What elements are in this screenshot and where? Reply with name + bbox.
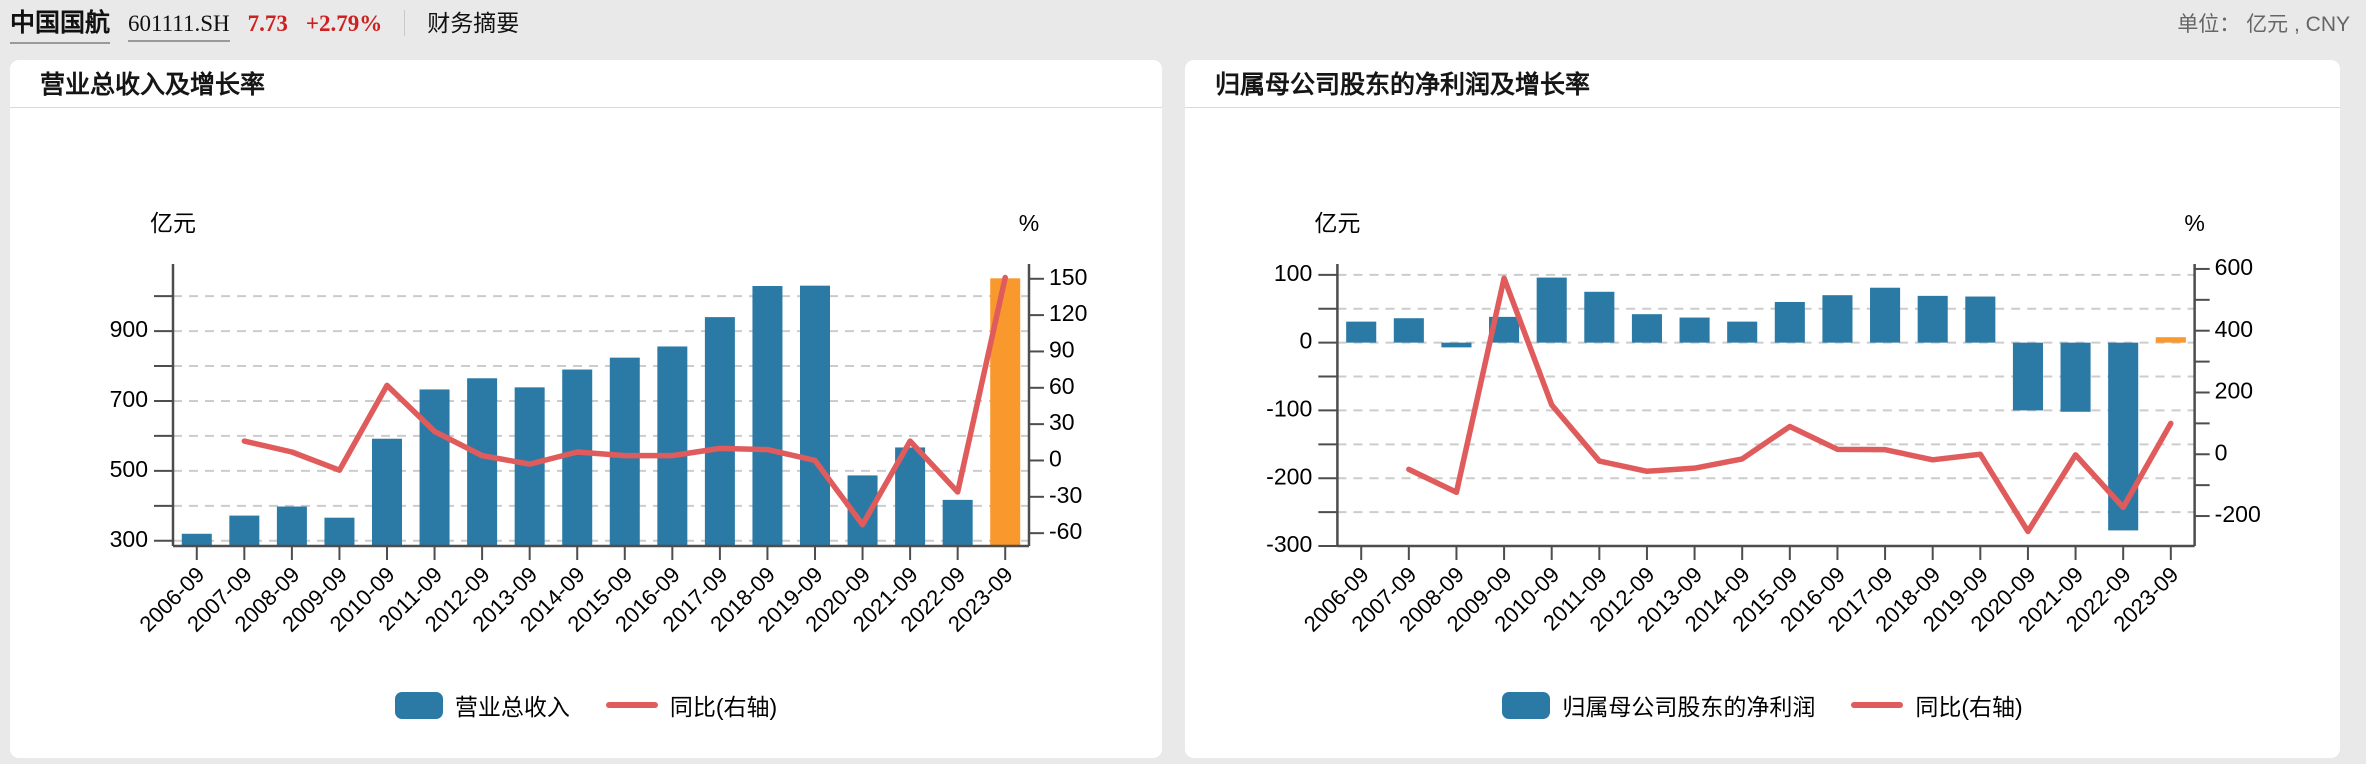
line-legend-swatch [1851, 702, 1904, 708]
svg-text:-200: -200 [1266, 463, 1312, 489]
svg-text:600: 600 [2215, 254, 2253, 280]
svg-text:400: 400 [2215, 316, 2253, 342]
revenue-chart-title: 营业总收入及增长率 [10, 60, 1162, 108]
svg-text:60: 60 [1049, 373, 1075, 399]
revenue-chart-panel: 营业总收入及增长率 900 700 500 300 150 120 90 60 30 0 -30 -6… [10, 60, 1162, 758]
svg-text:%: % [1019, 210, 1039, 236]
svg-text:-30: -30 [1049, 482, 1082, 508]
svg-text:100: 100 [1274, 260, 1312, 286]
svg-text:0: 0 [1300, 328, 1313, 354]
svg-text:30: 30 [1049, 409, 1075, 435]
revenue-chart-legend: 营业总收入 同比(右轴) [10, 688, 1162, 722]
legend-item-yoy[interactable]: 同比(右轴) [1851, 688, 2023, 722]
legend-label: 营业总收入 [454, 694, 570, 720]
legend-label: 同比(右轴) [1915, 694, 2023, 720]
svg-text:%: % [2184, 210, 2204, 236]
bar-legend-swatch [1502, 691, 1551, 719]
svg-text:900: 900 [110, 316, 148, 342]
page-header: 中国国航 601111.SH 7.73 +2.79% 财务摘要 单位： 亿元 ,… [0, 0, 2366, 46]
header-divider [404, 10, 406, 36]
stock-code-link[interactable]: 601111.SH [128, 11, 230, 42]
net-profit-chart-legend: 归属母公司股东的净利润 同比(右轴) [1185, 688, 2340, 722]
svg-text:500: 500 [110, 456, 148, 482]
line-legend-swatch [605, 702, 658, 708]
svg-text:-60: -60 [1049, 518, 1082, 544]
bar-legend-swatch [394, 691, 443, 719]
svg-text:0: 0 [2215, 439, 2228, 465]
legend-label: 同比(右轴) [669, 694, 778, 720]
svg-text:亿元: 亿元 [150, 210, 196, 236]
svg-text:700: 700 [110, 386, 148, 412]
page-section-label: 财务摘要 [427, 9, 520, 36]
unit-label: 单位： 亿元 , CNY [2177, 13, 2350, 36]
svg-text:120: 120 [1049, 300, 1087, 326]
svg-text:0: 0 [1049, 446, 1062, 472]
legend-item-net-profit[interactable]: 归属母公司股东的净利润 [1502, 688, 1815, 722]
legend-item-revenue[interactable]: 营业总收入 [394, 688, 570, 722]
svg-text:200: 200 [2215, 378, 2253, 404]
svg-text:-100: -100 [1266, 396, 1312, 422]
svg-text:-200: -200 [2215, 501, 2261, 527]
stock-change-percent: +2.79% [305, 10, 383, 36]
svg-text:亿元: 亿元 [1314, 210, 1360, 236]
svg-text:90: 90 [1049, 337, 1075, 363]
stock-name-link[interactable]: 中国国航 [10, 3, 111, 44]
svg-text:300: 300 [110, 526, 148, 552]
svg-text:-300: -300 [1266, 531, 1312, 557]
svg-text:150: 150 [1049, 264, 1087, 290]
charts-container: 营业总收入及增长率 900 700 500 300 150 120 90 60 30 0 -30 -6… [10, 60, 2366, 758]
legend-label: 归属母公司股东的净利润 [1562, 694, 1816, 720]
stock-info: 中国国航 601111.SH 7.73 +2.79% 财务摘要 [10, 3, 519, 44]
net-profit-chart-panel: 归属母公司股东的净利润及增长率 100 0 -100 -200 -300 600 400 20… [1185, 60, 2340, 758]
net-profit-chart-title: 归属母公司股东的净利润及增长率 [1185, 60, 2340, 108]
stock-price: 7.73 [247, 10, 288, 36]
legend-item-yoy[interactable]: 同比(右轴) [605, 688, 778, 722]
